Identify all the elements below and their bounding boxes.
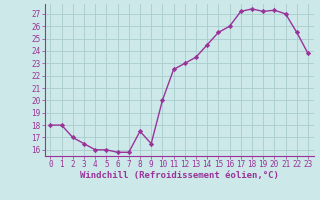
X-axis label: Windchill (Refroidissement éolien,°C): Windchill (Refroidissement éolien,°C) [80,171,279,180]
